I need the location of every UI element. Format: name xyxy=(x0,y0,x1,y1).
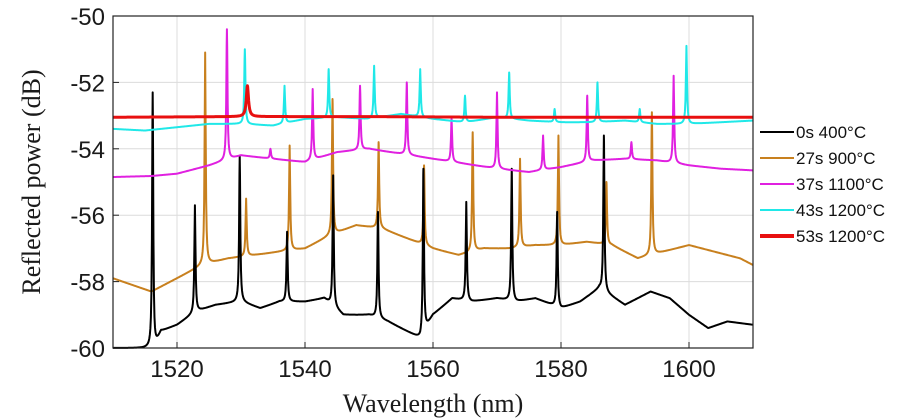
legend-label: 27s 900°C xyxy=(796,149,876,168)
y-tick-label: -52 xyxy=(70,70,105,97)
x-tick-label: 1580 xyxy=(534,356,587,383)
series-line xyxy=(112,91,754,349)
x-axis-label: Wavelength (nm) xyxy=(343,389,524,418)
legend-label: 53s 1200°C xyxy=(796,227,885,246)
x-tick-label: 1520 xyxy=(150,356,203,383)
series-line xyxy=(112,51,754,293)
x-tick-label: 1540 xyxy=(278,356,331,383)
legend: 0s 400°C 27s 900°C 37s 1100°C 43s 1200°C 53s… xyxy=(760,123,885,246)
series-line xyxy=(112,28,754,179)
y-tick-label: -50 xyxy=(70,4,105,31)
grid xyxy=(113,15,753,349)
y-tick-label: -60 xyxy=(70,336,105,363)
x-tick-label: 1560 xyxy=(406,356,459,383)
series-lines xyxy=(112,28,754,349)
series-line xyxy=(112,44,754,132)
y-tick-label: -58 xyxy=(70,270,105,297)
legend-label: 0s 400°C xyxy=(796,123,866,142)
series-line xyxy=(112,84,754,119)
y-axis-label: Reflected power (dB) xyxy=(17,69,46,294)
legend-label: 37s 1100°C xyxy=(796,175,884,194)
legend-label: 43s 1200°C xyxy=(796,201,885,220)
y-tick-label: -56 xyxy=(70,203,105,230)
axis-ticks: 1520 1540 1560 1580 1600 -60 -58 -56 -54 -52 -50 xyxy=(70,4,715,383)
y-tick-label: -54 xyxy=(70,137,105,164)
x-tick-label: 1600 xyxy=(662,356,715,383)
